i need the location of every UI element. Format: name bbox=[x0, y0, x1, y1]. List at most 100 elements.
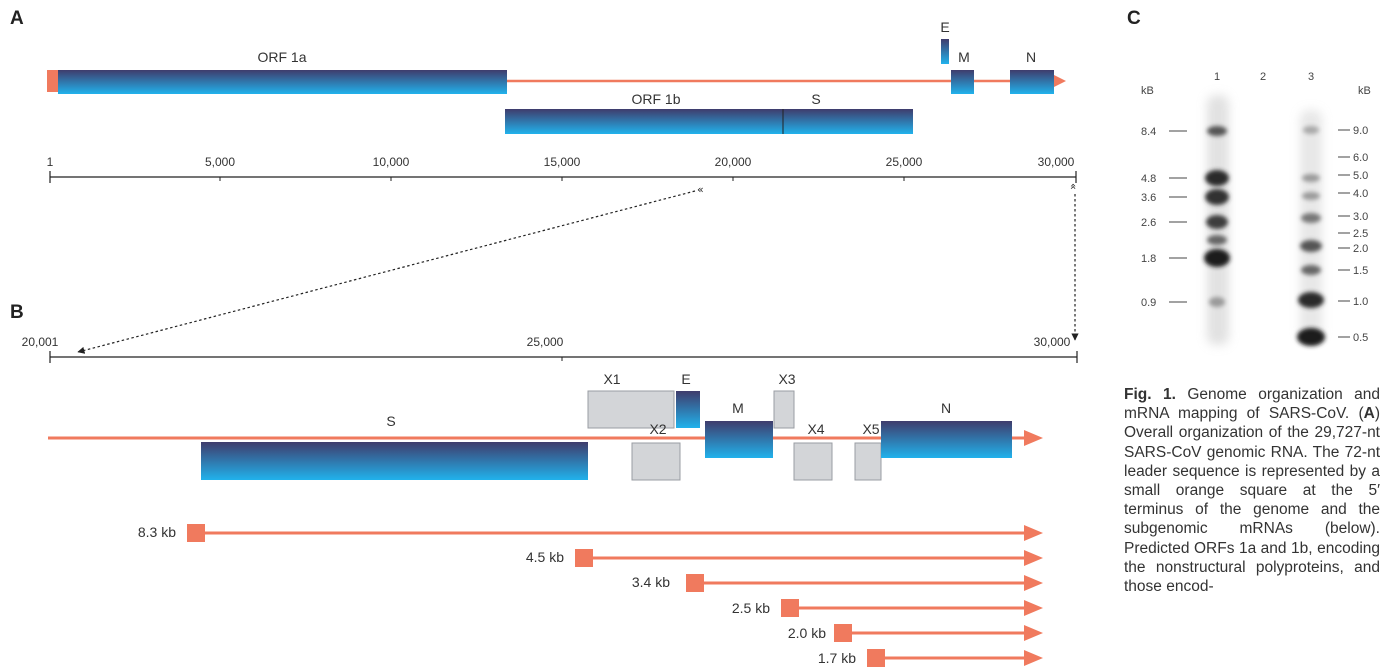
mrna-label-2-0: 2.0 kb bbox=[788, 625, 826, 641]
gene-n-a bbox=[1010, 70, 1054, 94]
mrna-arrow-2-5 bbox=[1024, 600, 1043, 616]
gene-orf1b-s-a bbox=[505, 109, 913, 134]
lane-3-band-1-5 bbox=[1301, 265, 1321, 275]
mrna-arrow-8-3 bbox=[1024, 525, 1043, 541]
gene-x2-b bbox=[631, 442, 681, 481]
caption-bold-a: A bbox=[1363, 405, 1375, 423]
mrna-3-4: 3.4 kb bbox=[632, 574, 1043, 592]
genome-arrowhead-a bbox=[1054, 75, 1066, 87]
right-unit-label: kB bbox=[1358, 85, 1371, 97]
right-marker-2-0: 2.0 bbox=[1353, 243, 1368, 255]
mrna-2-5: 2.5 kb bbox=[732, 599, 1043, 617]
mrna-leader-3-4 bbox=[686, 574, 704, 592]
label-e-b: E bbox=[681, 371, 690, 387]
right-marker-1-5: 1.5 bbox=[1353, 265, 1368, 277]
northern-blot bbox=[1173, 58, 1383, 370]
gene-e-b bbox=[676, 391, 700, 428]
gene-x3-b bbox=[773, 390, 795, 429]
lane-3-band-5-0 bbox=[1302, 174, 1320, 182]
label-x1-b: X1 bbox=[603, 371, 620, 387]
caption-fig-label: Fig. 1. bbox=[1124, 386, 1176, 403]
left-marker-3-6: 3.6 bbox=[1141, 192, 1156, 204]
panel-b-letter: B bbox=[10, 302, 24, 323]
gene-x4-b bbox=[793, 442, 833, 481]
left-unit-label: kB bbox=[1141, 85, 1154, 97]
label-m-b: M bbox=[732, 400, 744, 416]
mrna-arrow-1-7 bbox=[1024, 650, 1043, 666]
lane-3-band-1-0 bbox=[1298, 292, 1324, 308]
lane-3-band-2-0 bbox=[1300, 240, 1322, 252]
panel-a-genome bbox=[47, 39, 1066, 134]
gene-x5-b bbox=[854, 442, 882, 481]
axis-a-tick-label-1: 1 bbox=[47, 155, 54, 169]
right-marker-9-0: 9.0 bbox=[1353, 125, 1368, 137]
label-n-a: N bbox=[1026, 49, 1036, 65]
mrna-arrow-4-5 bbox=[1024, 550, 1043, 566]
label-x2-b: X2 bbox=[649, 421, 666, 437]
gene-m-b bbox=[705, 421, 773, 458]
genome-arrowhead-b bbox=[1024, 430, 1043, 446]
leader-square-a bbox=[47, 70, 58, 92]
label-x5-b: X5 bbox=[862, 421, 879, 437]
mrna-leader-2-5 bbox=[781, 599, 799, 617]
axis-b-tick-label-30000: 30,000 bbox=[1034, 335, 1071, 349]
left-marker-1-8: 1.8 bbox=[1141, 253, 1156, 265]
zoom-connectors: « « bbox=[77, 183, 1080, 354]
gene-m-a bbox=[951, 70, 974, 94]
label-m-a: M bbox=[958, 49, 970, 65]
right-markers: 9.0 6.0 5.0 4.0 3.0 2.5 2.0 1.5 1.0 0.5 bbox=[1338, 125, 1368, 344]
mrna-label-2-5: 2.5 kb bbox=[732, 600, 770, 616]
lane-1-band-2-6 bbox=[1206, 215, 1228, 229]
label-n-b: N bbox=[941, 400, 951, 416]
mrna-arrow-2-0 bbox=[1024, 625, 1043, 641]
right-marker-3-0: 3.0 bbox=[1353, 211, 1368, 223]
gene-e-a bbox=[941, 39, 949, 64]
mrna-leader-8-3 bbox=[187, 524, 205, 542]
blot-background bbox=[1173, 58, 1383, 370]
right-marker-2-5: 2.5 bbox=[1353, 228, 1368, 240]
lane-3-band-0-5 bbox=[1297, 328, 1325, 346]
label-x3-b: X3 bbox=[778, 371, 795, 387]
mrna-leader-1-7 bbox=[867, 649, 885, 667]
lane-label-3: 3 bbox=[1308, 71, 1314, 83]
left-markers: 8.4 4.8 3.6 2.6 1.8 0.9 bbox=[1141, 126, 1187, 309]
mrna-1-7: 1.7 kb bbox=[818, 649, 1043, 667]
axis-b-tick-label-20001: 20,001 bbox=[22, 335, 59, 349]
zoom-marker-left: « bbox=[697, 183, 704, 196]
figure-caption: Fig. 1. Genome organization and mRNA map… bbox=[1124, 385, 1380, 596]
panel-a-letter: A bbox=[10, 8, 24, 29]
left-marker-8-4: 8.4 bbox=[1141, 126, 1156, 138]
mrna-arrow-3-4 bbox=[1024, 575, 1043, 591]
panel-b-genome bbox=[48, 390, 1043, 481]
mrna-8-3: 8.3 kb bbox=[138, 524, 1043, 542]
right-marker-4-0: 4.0 bbox=[1353, 188, 1368, 200]
axis-b bbox=[49, 351, 1078, 363]
mrna-leader-4-5 bbox=[575, 549, 593, 567]
right-marker-1-0: 1.0 bbox=[1353, 296, 1368, 308]
gene-s-b bbox=[201, 442, 588, 480]
axis-a-tick-label-20000: 20,000 bbox=[715, 155, 752, 169]
axis-b-tick-label-25000: 25,000 bbox=[527, 335, 564, 349]
lane-3-band-3-0 bbox=[1301, 213, 1321, 223]
axis-a-tick-label-30000: 30,000 bbox=[1038, 155, 1075, 169]
label-e-a: E bbox=[940, 19, 949, 35]
label-orf1a: ORF 1a bbox=[257, 49, 306, 65]
caption-text-1: Genome organization and mRNA mapping of … bbox=[1124, 386, 1380, 423]
mrna-2-0: 2.0 kb bbox=[788, 624, 1043, 642]
gene-orf1a-a bbox=[58, 70, 507, 94]
gene-n-b bbox=[881, 421, 1012, 458]
lane-3-smear bbox=[1300, 110, 1322, 340]
mrna-label-3-4: 3.4 kb bbox=[632, 574, 670, 590]
lane-1-band-4-8 bbox=[1205, 170, 1229, 186]
mrna-leader-2-0 bbox=[834, 624, 852, 642]
right-marker-0-5: 0.5 bbox=[1353, 332, 1368, 344]
axis-a-tick-label-5000: 5,000 bbox=[205, 155, 235, 169]
lane-1-band-0-9 bbox=[1209, 297, 1225, 307]
axis-a-tick-label-25000: 25,000 bbox=[886, 155, 923, 169]
lane-1-band-3-6 bbox=[1205, 189, 1229, 205]
mrna-4-5: 4.5 kb bbox=[526, 549, 1043, 567]
mrna-label-1-7: 1.7 kb bbox=[818, 650, 856, 666]
mrna-label-4-5: 4.5 kb bbox=[526, 549, 564, 565]
lane-label-1: 1 bbox=[1214, 71, 1220, 83]
